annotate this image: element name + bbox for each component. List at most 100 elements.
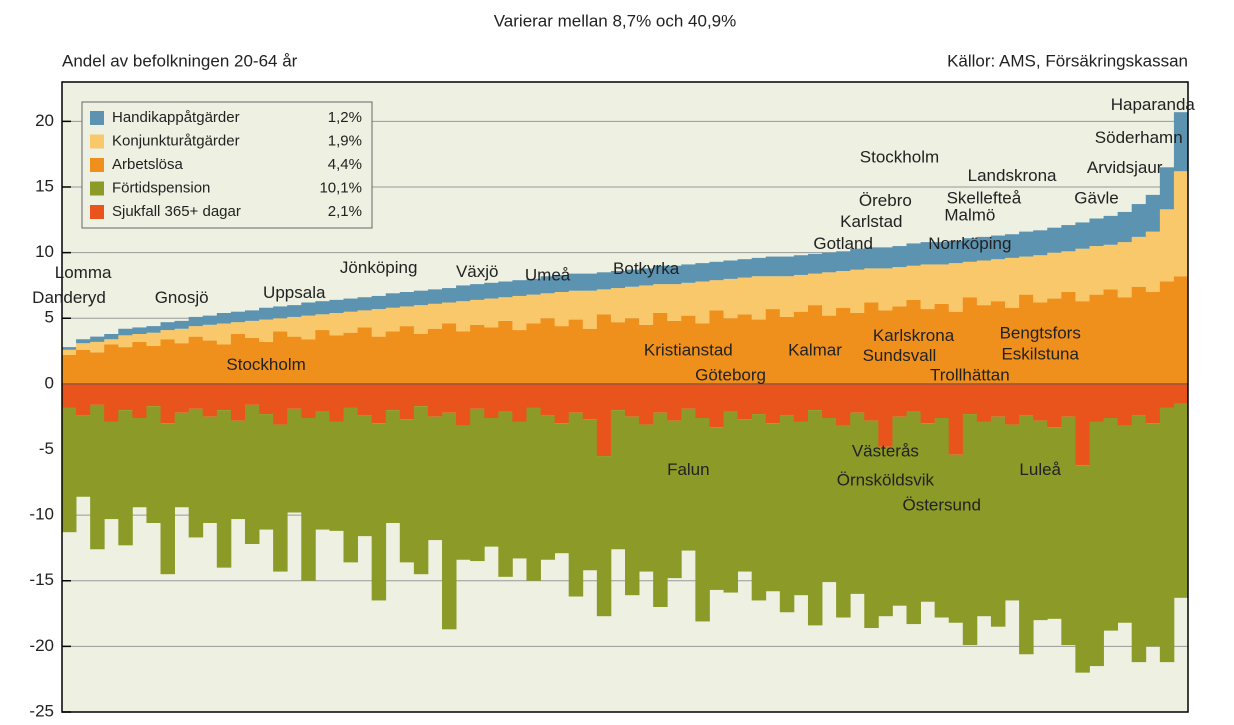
bar-segment (498, 320, 513, 384)
bar-segment (427, 289, 443, 304)
bar-segment (244, 337, 260, 384)
bar-segment (625, 318, 640, 384)
bar-segment (962, 297, 978, 384)
bar-segment (1005, 383, 1020, 425)
annotation: Uppsala (263, 283, 326, 302)
bar-segment (244, 320, 260, 338)
bar-segment (287, 336, 302, 384)
bar-segment (976, 421, 992, 617)
bar-segment (132, 334, 147, 342)
bar-segment (990, 301, 1006, 384)
bar-segment (582, 419, 598, 571)
bar-segment (301, 339, 316, 384)
bar-segment (596, 383, 612, 457)
bar-segment (976, 260, 992, 306)
bar-segment (160, 383, 175, 424)
bar-segment (146, 345, 161, 384)
bar-segment (1131, 383, 1147, 416)
bar-segment (850, 248, 865, 270)
bar-segment (540, 276, 556, 294)
bar-segment (864, 268, 879, 303)
y-tick-label: -20 (29, 636, 54, 655)
bar-segment (413, 305, 429, 334)
bar-segment (1159, 407, 1175, 663)
bar-segment (442, 412, 457, 630)
annotation: Bengtsfors (1000, 323, 1081, 342)
annotation: Kalmar (788, 341, 842, 360)
bar-segment (90, 352, 105, 384)
bar-segment (723, 318, 738, 384)
bar-segment (737, 419, 753, 572)
bar-segment (1047, 383, 1062, 428)
annotation: Växjö (456, 262, 499, 281)
bar-segment (1159, 383, 1175, 408)
bar-segment (892, 416, 907, 606)
bar-segment (188, 316, 204, 327)
bar-segment (807, 410, 823, 626)
bar-segment (470, 284, 485, 300)
bar-segment (681, 408, 696, 551)
bar-segment (793, 383, 809, 422)
bar-segment (512, 330, 527, 384)
bar-segment (568, 290, 584, 320)
legend-label: Sjukfall 365+ dagar (112, 203, 241, 220)
bar-segment (737, 277, 753, 315)
bar-segment (1117, 383, 1133, 426)
bar-segment (1089, 218, 1104, 247)
bar-segment (230, 311, 246, 323)
bar-segment (681, 315, 696, 384)
bar-segment (1033, 383, 1048, 421)
bar-segment (188, 326, 204, 337)
bar-segment (1019, 294, 1034, 384)
bar-segment (273, 306, 288, 319)
bar-segment (174, 328, 190, 344)
bar-segment (765, 256, 781, 277)
bar-segment (456, 331, 471, 384)
bar-segment (948, 454, 964, 623)
bar-segment (836, 251, 851, 271)
bar-segment (132, 383, 147, 418)
bar-segment (413, 290, 429, 306)
annotation: Haparanda (1111, 95, 1196, 114)
annotation: Botkyrka (613, 259, 680, 278)
bar-segment (962, 414, 978, 646)
bar-segment (1103, 244, 1119, 290)
bar-segment (526, 323, 541, 384)
bar-segment (540, 293, 556, 319)
bar-segment (1089, 421, 1104, 667)
bar-segment (470, 299, 485, 325)
bar-segment (610, 322, 626, 384)
bar-segment (709, 280, 724, 311)
bar-segment (948, 240, 964, 264)
bar-segment (864, 247, 879, 269)
bar-segment (315, 411, 330, 530)
bar-segment (216, 410, 232, 568)
legend-swatch (90, 205, 104, 219)
bar-segment (216, 323, 232, 345)
bar-segment (596, 456, 612, 617)
bar-segment (343, 407, 358, 563)
bar-segment (639, 285, 654, 325)
bar-segment (216, 344, 232, 384)
bar-segment (456, 383, 471, 426)
bar-segment (343, 311, 358, 333)
bar-segment (329, 299, 344, 313)
bar-segment (934, 242, 950, 265)
bar-segment (1159, 281, 1175, 384)
bar-segment (568, 319, 584, 384)
y-tick-label: -15 (29, 570, 54, 589)
bar-segment (1145, 383, 1161, 424)
bar-segment (1089, 383, 1104, 422)
bar-segment (76, 383, 91, 416)
bar-segment (765, 276, 781, 310)
bar-segment (850, 269, 865, 313)
bar-segment (174, 320, 190, 329)
annotation: Eskilstuna (1001, 344, 1079, 363)
bar-segment (1131, 236, 1147, 287)
bar-segment (653, 284, 668, 313)
bar-segment (639, 424, 654, 572)
bar-segment (442, 288, 457, 303)
bar-segment (371, 295, 387, 310)
bar-segment (62, 383, 77, 408)
bar-segment (385, 293, 401, 308)
